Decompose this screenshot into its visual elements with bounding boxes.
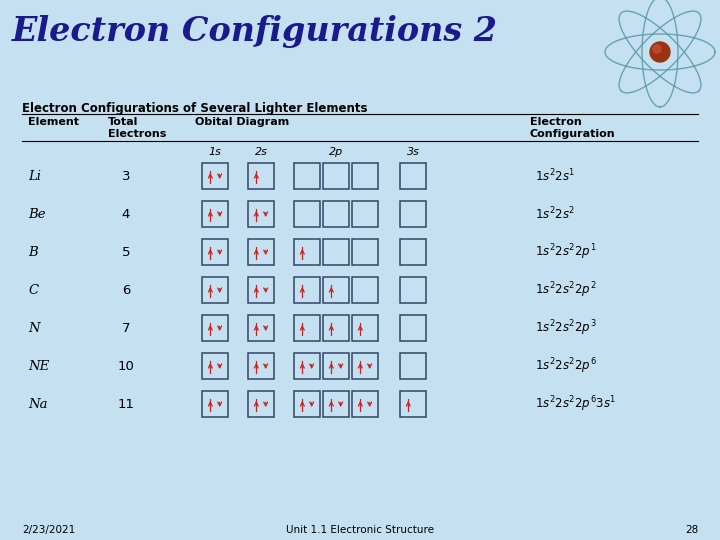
Bar — [294, 353, 320, 379]
Bar — [352, 201, 378, 227]
Bar — [352, 353, 378, 379]
Bar — [294, 277, 320, 303]
Bar — [352, 163, 378, 189]
Bar — [248, 201, 274, 227]
Bar — [202, 239, 228, 265]
Bar — [202, 315, 228, 341]
Bar — [294, 163, 320, 189]
Bar — [352, 239, 378, 265]
Bar — [400, 353, 426, 379]
Text: 2/23/2021: 2/23/2021 — [22, 525, 76, 535]
Text: NE: NE — [28, 360, 49, 373]
Text: Electron Configurations of Several Lighter Elements: Electron Configurations of Several Light… — [22, 102, 367, 115]
Text: $1s^{2}2s^{2}2p^{3}$: $1s^{2}2s^{2}2p^{3}$ — [535, 318, 597, 338]
Bar — [202, 163, 228, 189]
Bar — [248, 277, 274, 303]
Bar — [323, 315, 349, 341]
Bar — [400, 239, 426, 265]
Bar — [400, 391, 426, 417]
Circle shape — [653, 45, 661, 53]
Text: $1s^{2}2s^{1}$: $1s^{2}2s^{1}$ — [535, 168, 575, 184]
Bar — [352, 277, 378, 303]
Text: $1s^{2}2s^{2}2p^{6}3s^{1}$: $1s^{2}2s^{2}2p^{6}3s^{1}$ — [535, 394, 616, 414]
Text: 7: 7 — [122, 321, 130, 334]
Bar — [352, 315, 378, 341]
Text: Unit 1.1 Electronic Structure: Unit 1.1 Electronic Structure — [286, 525, 434, 535]
Text: 2p: 2p — [329, 147, 343, 157]
Bar — [323, 239, 349, 265]
Bar — [400, 163, 426, 189]
Text: Li: Li — [28, 170, 41, 183]
Text: $1s^{2}2s^{2}2p^{2}$: $1s^{2}2s^{2}2p^{2}$ — [535, 280, 596, 300]
Bar — [248, 239, 274, 265]
Bar — [248, 353, 274, 379]
Text: Element: Element — [28, 117, 79, 127]
Bar — [323, 391, 349, 417]
Bar — [400, 201, 426, 227]
Bar — [202, 201, 228, 227]
Bar — [323, 163, 349, 189]
Text: 4: 4 — [122, 207, 130, 220]
Bar — [248, 315, 274, 341]
Circle shape — [650, 42, 670, 62]
Bar — [202, 391, 228, 417]
Text: 2s: 2s — [255, 147, 267, 157]
Bar — [352, 391, 378, 417]
Bar — [323, 201, 349, 227]
Bar — [400, 315, 426, 341]
Text: 1s: 1s — [209, 147, 222, 157]
Text: 28: 28 — [685, 525, 698, 535]
Bar — [248, 391, 274, 417]
Text: 6: 6 — [122, 284, 130, 296]
Text: $1s^{2}2s^{2}2p^{1}$: $1s^{2}2s^{2}2p^{1}$ — [535, 242, 596, 262]
Text: $1s^{2}2s^{2}2p^{6}$: $1s^{2}2s^{2}2p^{6}$ — [535, 356, 597, 376]
Text: Electron
Configuration: Electron Configuration — [530, 117, 616, 139]
Text: 11: 11 — [117, 397, 135, 410]
Text: N: N — [28, 321, 40, 334]
Text: C: C — [28, 284, 38, 296]
Text: Na: Na — [28, 397, 48, 410]
Bar — [294, 391, 320, 417]
Bar — [202, 353, 228, 379]
Bar — [294, 315, 320, 341]
Bar — [248, 163, 274, 189]
Text: B: B — [28, 246, 37, 259]
Text: 10: 10 — [117, 360, 135, 373]
Text: Be: Be — [28, 207, 45, 220]
Text: 3s: 3s — [407, 147, 420, 157]
Bar — [323, 353, 349, 379]
Text: Total
Electrons: Total Electrons — [108, 117, 166, 139]
Text: $1s^{2}2s^{2}$: $1s^{2}2s^{2}$ — [535, 206, 575, 222]
Text: 5: 5 — [122, 246, 130, 259]
Bar — [294, 239, 320, 265]
Text: 3: 3 — [122, 170, 130, 183]
Bar — [294, 201, 320, 227]
Text: Electron Configurations 2: Electron Configurations 2 — [12, 15, 498, 48]
Bar — [400, 277, 426, 303]
Bar — [323, 277, 349, 303]
Text: Obital Diagram: Obital Diagram — [195, 117, 289, 127]
Bar — [202, 277, 228, 303]
